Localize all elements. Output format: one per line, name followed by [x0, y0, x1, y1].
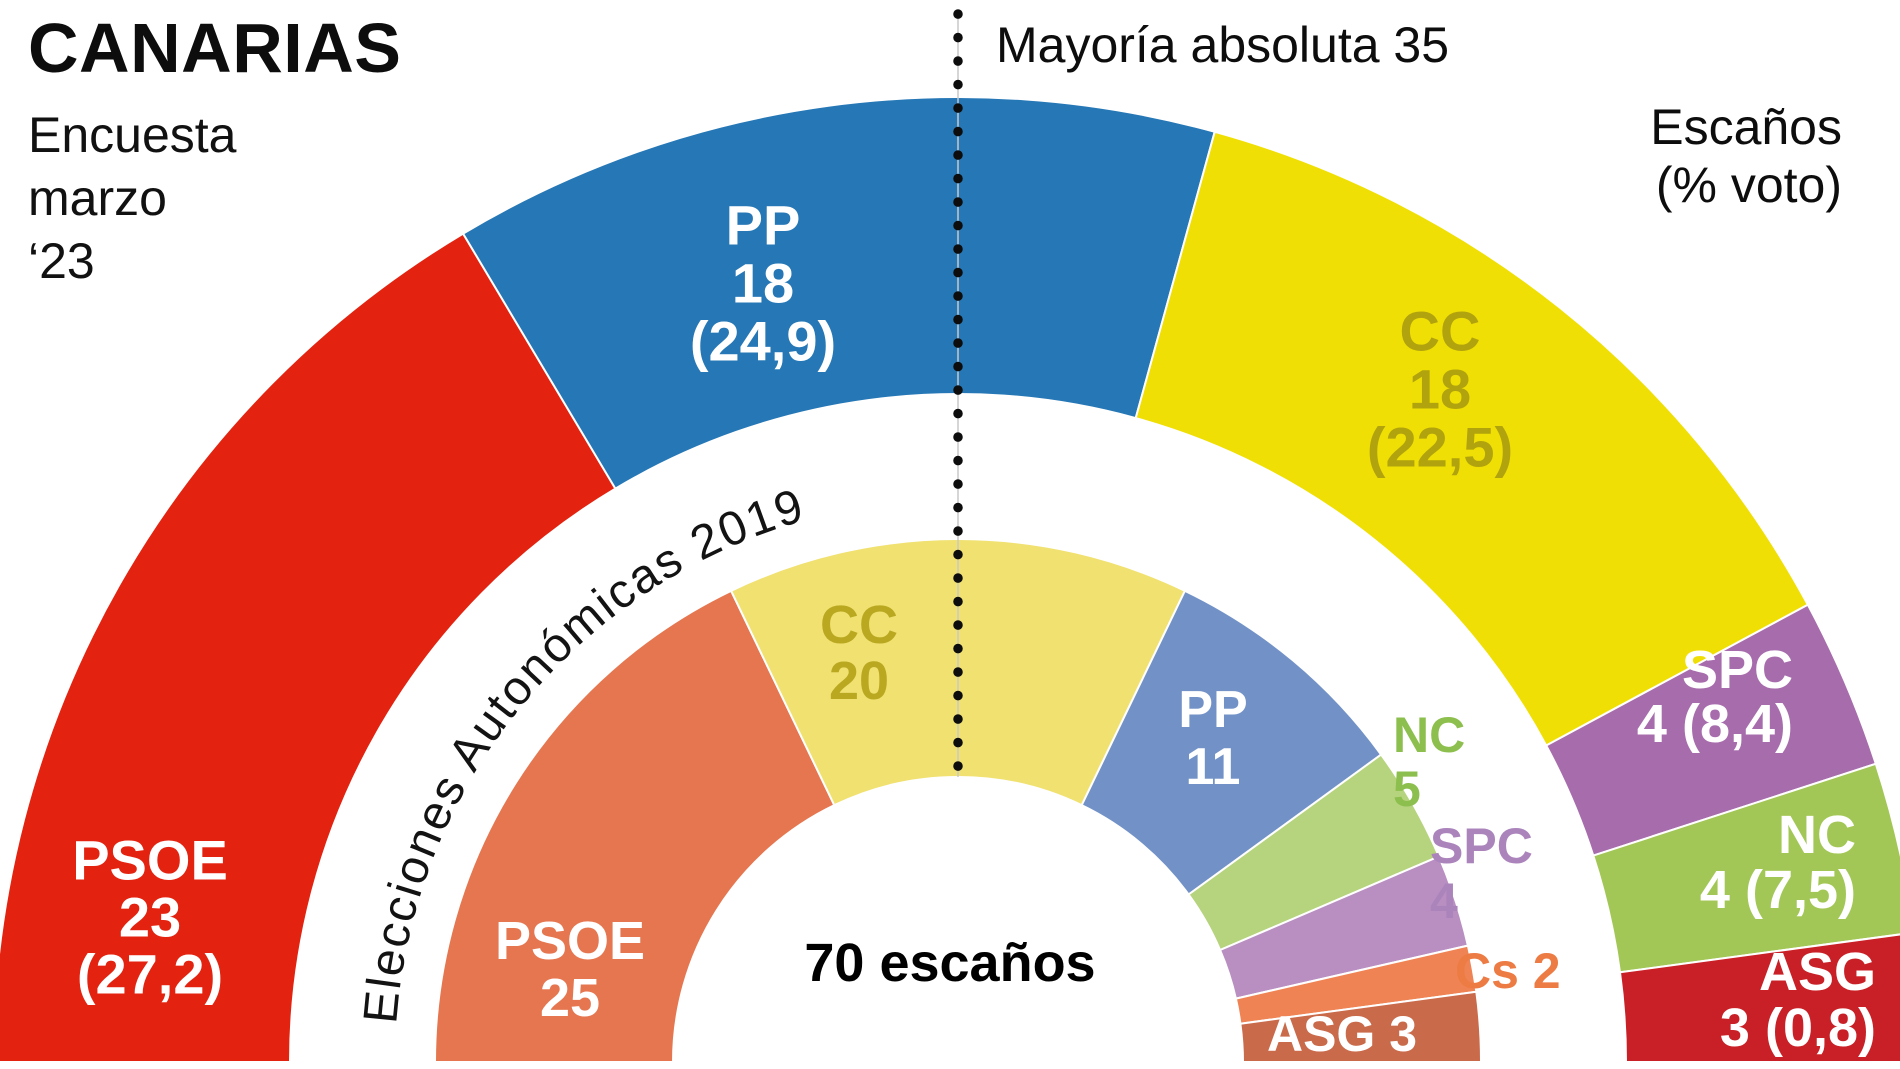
- title-block: CANARIAS Encuesta marzo ‘23: [28, 8, 401, 293]
- label-inner-PP: PP 11: [1178, 681, 1247, 796]
- segment-outer-PP: [461, 96, 1216, 490]
- page-title: CANARIAS: [28, 9, 402, 87]
- label-inner-SPC: SPC 4: [1430, 818, 1533, 929]
- label-outer-ASG: ASG 3 (0,8): [1720, 942, 1876, 1058]
- label-outer-NC: NC 4 (7,5): [1700, 805, 1856, 920]
- seats-percent-note: Escaños (% voto): [1650, 98, 1842, 214]
- segment-outer-ASG: [1618, 933, 1900, 1063]
- segment-outer-CC: [1134, 130, 1810, 747]
- label-inner-PSOE: PSOE 25: [495, 911, 645, 1028]
- segment-inner-PSOE: [433, 589, 836, 1063]
- seats-note-line: Escaños: [1650, 99, 1842, 155]
- label-inner-CC: CC 20: [820, 595, 898, 711]
- label-outer-PSOE: PSOE 23 (27,2): [72, 829, 228, 1006]
- seats-note-line: (% voto): [1655, 157, 1842, 213]
- label-outer-CC: CC 18 (22,5): [1367, 300, 1513, 479]
- subtitle-line: ‘23: [28, 233, 95, 289]
- total-seats-label: 70 escaños: [804, 933, 1096, 993]
- label-outer-SPC: SPC 4 (8,4): [1637, 640, 1793, 754]
- segment-outer-PSOE: [0, 232, 617, 1063]
- label-outer-PP: PP 18 (24,9): [690, 194, 836, 373]
- chart-subtitle: Encuesta marzo ‘23: [28, 104, 401, 293]
- subtitle-line: Encuesta: [28, 107, 237, 163]
- label-inner-NC: NC 5: [1393, 707, 1465, 817]
- label-inner-ASG: ASG 3: [1267, 1006, 1417, 1062]
- majority-label: Mayoría absoluta 35: [996, 17, 1450, 73]
- subtitle-line: marzo: [28, 170, 167, 226]
- segment-inner-ASG: [1239, 990, 1483, 1063]
- label-inner-Cs: Cs 2: [1455, 943, 1561, 999]
